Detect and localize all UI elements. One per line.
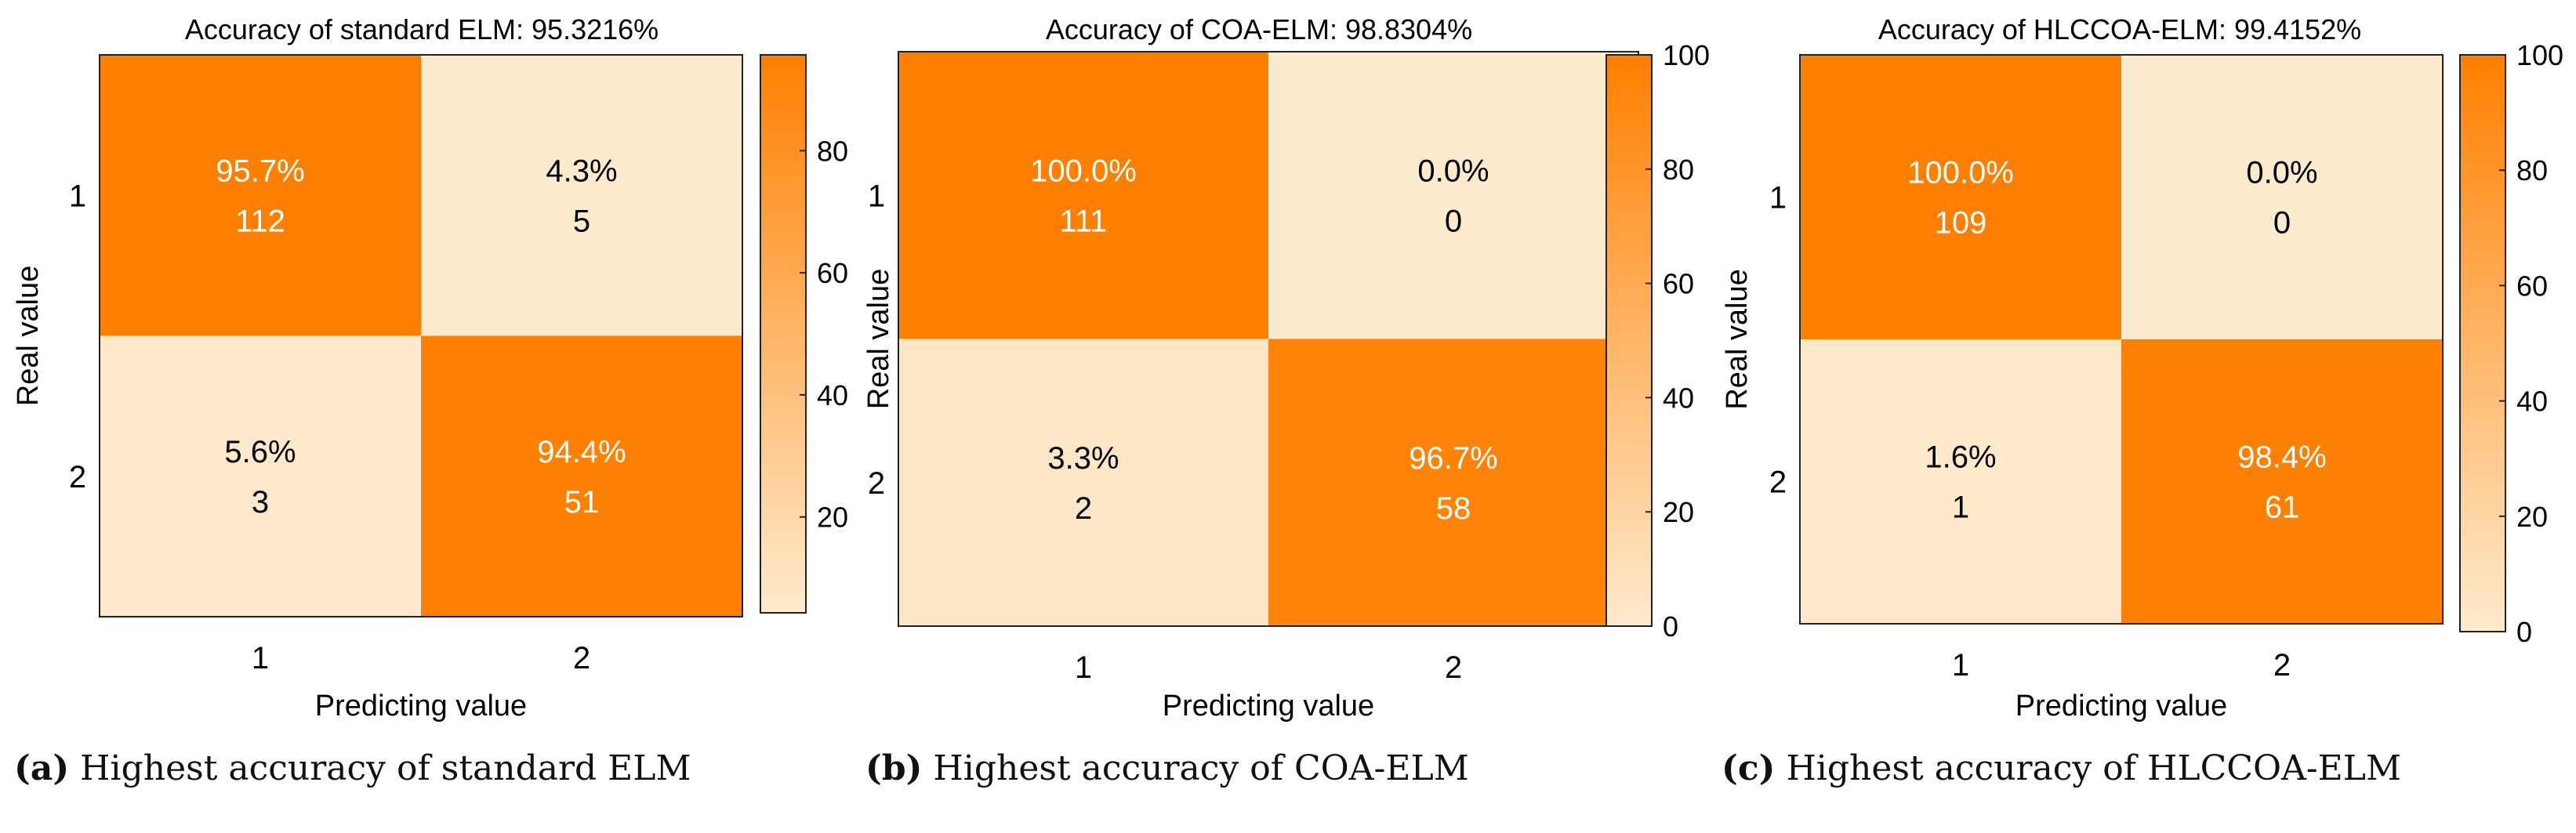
panel-1-cell-1-2-percent: 4.3% <box>546 154 617 188</box>
panel-3-colorbar-label-4: 60 <box>2516 270 2548 302</box>
panel-3-xtick-2: 2 <box>2273 648 2291 683</box>
panel-2-ylabel: Real value <box>862 269 895 410</box>
panel-1-colorbar-label-4: 80 <box>817 135 848 167</box>
panel-3-xtick-1: 1 <box>1952 648 1969 683</box>
caption-c: (c) Highest accuracy of HLCCOA-ELM <box>1722 748 2401 788</box>
panel-2-cell-2-1-percent: 3.3% <box>1047 441 1119 476</box>
panel-3-cell-1-2-count: 0 <box>2273 206 2291 241</box>
panel-2-colorbar-label-4: 60 <box>1663 268 1694 300</box>
panel-1-cell-1-2 <box>421 55 742 336</box>
panel-1-ytick-1: 1 <box>69 179 86 213</box>
panel-3-cell-1-1-count: 109 <box>1935 206 1987 241</box>
panel-1-cell-2-1 <box>100 335 421 617</box>
panel-2-xtick-1: 1 <box>1075 650 1092 685</box>
panel-2-colorbar-label-6: 100 <box>1663 39 1710 71</box>
panel-3-xlabel: Predicting value <box>2015 690 2227 723</box>
panel-3-colorbar-label-1: 0 <box>2516 616 2532 648</box>
panel-2-ytick-1: 1 <box>868 179 885 213</box>
panel-3-ytick-1: 1 <box>1769 181 1787 215</box>
panel-2-colorbar-label-2: 20 <box>1663 496 1694 528</box>
panel-1-matrix-frame <box>99 54 743 618</box>
panel-3-cell-2-2-count: 61 <box>2265 491 2300 525</box>
caption-a-label: (a) <box>14 748 70 788</box>
panel-3-cell-2-1 <box>1800 339 2121 624</box>
panel-2-cell-2-1-count: 2 <box>1075 491 1092 526</box>
panel-1-cell-1-2-count: 5 <box>573 204 590 238</box>
panel-3-title: Accuracy of HLCCOA-ELM: 99.4152% <box>1878 13 2361 45</box>
panel-1-cell-2-1-percent: 5.6% <box>224 435 296 469</box>
panel-1-colorbar <box>760 54 807 614</box>
panel-2-colorbar-label-3: 40 <box>1663 382 1694 414</box>
panel-2-cell-1-2-percent: 0.0% <box>1417 154 1489 188</box>
panel-1-colorbar-label-2: 40 <box>817 379 848 411</box>
panel-2-xtick-2: 2 <box>1445 650 1462 685</box>
caption-c-label: (c) <box>1722 748 1776 788</box>
panel-1-xtick-1: 1 <box>252 641 269 675</box>
panel-1-ytick-2: 2 <box>69 460 86 494</box>
panel-2-xlabel: Predicting value <box>1163 690 1374 723</box>
panel-2-cell-1-1-percent: 100.0% <box>1030 154 1137 188</box>
panel-3-matrix-frame <box>1799 54 2444 625</box>
panel-2-colorbar-label-5: 80 <box>1663 154 1694 186</box>
panel-3-ylabel: Real value <box>1721 269 1754 410</box>
panel-2-colorbar <box>1605 54 1653 627</box>
panel-3-colorbar-label-6: 100 <box>2516 39 2563 71</box>
panel-2-cell-1-1-count: 111 <box>1060 204 1108 238</box>
panel-1-cell-1-1-percent: 95.7% <box>216 154 304 188</box>
panel-3-cell-1-2-percent: 0.0% <box>2246 156 2317 190</box>
caption-c-text: Highest accuracy of HLCCOA-ELM <box>1786 748 2402 788</box>
panel-2-cell-2-2 <box>1268 339 1638 626</box>
panel-2-cell-1-2-count: 0 <box>1445 204 1462 238</box>
panel-1-cell-2-2-count: 51 <box>564 485 600 520</box>
panel-3-cell-1-1 <box>1800 55 2121 339</box>
panel-3-cell-2-2 <box>2121 339 2443 624</box>
panel-2-colorbar-label-1: 0 <box>1663 610 1678 643</box>
panel-1-xtick-2: 2 <box>573 641 590 675</box>
caption-a-text: Highest accuracy of standard ELM <box>80 748 691 788</box>
panel-1-colorbar-label-1: 20 <box>817 502 848 534</box>
panel-3-colorbar-label-2: 20 <box>2516 501 2548 533</box>
panel-1-cell-2-1-count: 3 <box>252 485 269 520</box>
panel-1-title: Accuracy of standard ELM: 95.3216% <box>185 13 659 45</box>
panel-2-cell-2-2-count: 58 <box>1436 491 1471 526</box>
caption-a: (a) Highest accuracy of standard ELM <box>14 748 691 788</box>
panel-3-colorbar <box>2459 54 2506 632</box>
caption-b: (b) Highest accuracy of COA-ELM <box>865 748 1469 788</box>
panel-2-ytick-2: 2 <box>868 466 885 501</box>
caption-b-label: (b) <box>865 748 923 788</box>
panel-3-cell-1-1-percent: 100.0% <box>1907 156 2014 190</box>
panel-1-cell-1-1 <box>100 55 421 336</box>
panel-1-ylabel: Real value <box>12 266 45 407</box>
panel-3-cell-2-2-percent: 98.4% <box>2237 440 2326 475</box>
panel-2-cell-1-2 <box>1268 52 1638 339</box>
panel-3-colorbar-label-5: 80 <box>2516 154 2548 187</box>
panel-3-cell-1-2 <box>2121 55 2443 339</box>
panel-1-colorbar-label-3: 60 <box>817 257 848 289</box>
panel-1-cell-2-2 <box>421 335 742 617</box>
caption-b-text: Highest accuracy of COA-ELM <box>933 748 1469 788</box>
panel-3-ytick-2: 2 <box>1769 465 1787 500</box>
panel-3-cell-2-1-count: 1 <box>1952 491 1969 525</box>
panel-2-cell-2-2-percent: 96.7% <box>1409 441 1497 476</box>
panel-2-cell-1-1 <box>898 52 1268 339</box>
panel-1-xlabel: Predicting value <box>315 690 527 723</box>
panel-2-cell-2-1 <box>898 339 1268 626</box>
panel-1-cell-2-2-percent: 94.4% <box>537 435 626 469</box>
panel-3-colorbar-label-3: 40 <box>2516 386 2548 418</box>
panel-1-cell-1-1-count: 112 <box>235 204 285 238</box>
panel-3-cell-2-1-percent: 1.6% <box>1925 440 1996 475</box>
panel-2-title: Accuracy of COA-ELM: 98.8304% <box>1046 13 1472 45</box>
